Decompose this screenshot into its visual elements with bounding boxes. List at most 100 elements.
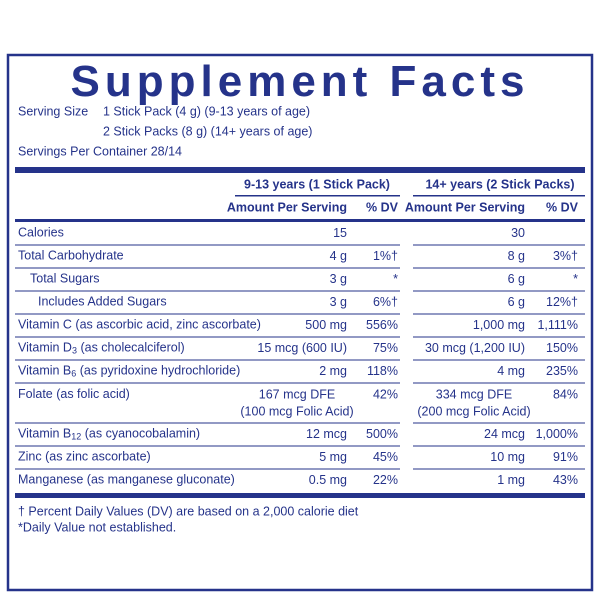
row-line: [15, 313, 400, 315]
nutrient-name: Zinc (as zinc ascorbate): [18, 450, 151, 464]
amount: 334 mcg DFE: [436, 387, 512, 401]
dv: 235%: [546, 364, 578, 378]
nutrient-name: Vitamin D3 (as cholecalciferol): [18, 341, 185, 356]
row-line: [413, 313, 585, 315]
name: Total Sugars: [30, 272, 99, 286]
row-line: [413, 336, 585, 338]
amount: 5 mg: [319, 450, 347, 464]
amount: 3 g: [330, 272, 347, 286]
group-header: 9-13 years (1 Stick Pack): [244, 177, 390, 191]
amount: 4 g: [330, 249, 347, 263]
servings: Servings Per Container 28/14: [18, 144, 182, 158]
name: Manganese (as manganese gluconate): [18, 473, 235, 487]
amount: 0.5 mg: [309, 473, 347, 487]
name: Calories: [18, 226, 64, 240]
subheader: Amount Per Serving: [227, 200, 347, 214]
name: Includes Added Sugars: [38, 295, 167, 309]
nutrient-name: Vitamin B12 (as cyanocobalamin): [18, 427, 200, 442]
row-line: [413, 244, 585, 246]
row-line: [15, 244, 400, 246]
nutrient-name: Vitamin B6 (as pyridoxine hydrochloride): [18, 364, 240, 379]
rule: [15, 167, 585, 173]
row-line: [15, 445, 400, 447]
row-line: [413, 468, 585, 470]
dv: *: [573, 272, 578, 286]
rule: [15, 219, 585, 222]
nutrient-name: Total Sugars: [30, 272, 99, 286]
row-line: [15, 290, 400, 292]
footnote: † Percent Daily Values (DV) are based on…: [18, 504, 359, 518]
amount: (200 mcg Folic Acid): [417, 404, 530, 418]
dv: 150%: [546, 341, 578, 355]
amount: 1 mg: [497, 473, 525, 487]
subscript: 12: [71, 432, 81, 442]
row-line: [15, 267, 400, 269]
dv: *: [393, 272, 398, 286]
row-line: [413, 359, 585, 361]
amount: 12 mcg: [306, 427, 347, 441]
amount: 24 mcg: [484, 427, 525, 441]
dv: 22%: [373, 473, 398, 487]
amount: 2 mg: [319, 364, 347, 378]
note: (as cyanocobalamin): [81, 427, 200, 441]
nutrient-name: Total Carbohydrate: [18, 249, 124, 263]
border: [6, 53, 594, 592]
row-line: [15, 359, 400, 361]
serving-label: Serving Size: [18, 104, 88, 118]
dv: 3%†: [553, 249, 578, 263]
dv: 118%: [367, 364, 398, 378]
dv: 91%: [553, 450, 578, 464]
note: (as pyridoxine hydrochloride): [76, 364, 240, 378]
dv: 6%†: [373, 295, 398, 309]
dv: 1,111%: [537, 318, 578, 332]
row-line: [15, 382, 400, 384]
name: Folate (as folic acid): [18, 387, 130, 401]
amount: 30: [511, 226, 525, 240]
title: Supplement Facts: [71, 57, 530, 106]
amount: 3 g: [330, 295, 347, 309]
rule: [413, 195, 585, 197]
rule: [235, 195, 400, 197]
row-line: [413, 290, 585, 292]
amount: 15: [333, 226, 347, 240]
row-line: [15, 422, 400, 424]
row-line: [15, 336, 400, 338]
amount: 30 mcg (1,200 IU): [425, 341, 525, 355]
amount: 10 mg: [490, 450, 525, 464]
amount: 15 mcg (600 IU): [257, 341, 347, 355]
dv: 42%: [373, 387, 398, 401]
name: Zinc (as zinc ascorbate): [18, 450, 151, 464]
note: (as cholecalciferol): [77, 341, 185, 355]
name: Vitamin B: [18, 364, 71, 378]
row-line: [413, 422, 585, 424]
row-line: [413, 382, 585, 384]
footnote: *Daily Value not established.: [18, 520, 176, 534]
row-line: [413, 267, 585, 269]
amount: 167 mcg DFE: [259, 387, 335, 401]
dv: 84%: [553, 387, 578, 401]
serving-line: 2 Stick Packs (8 g) (14+ years of age): [103, 124, 312, 138]
subscript: 3: [72, 346, 77, 356]
row-line: [15, 468, 400, 470]
dv: 43%: [553, 473, 578, 487]
subheader: % DV: [366, 200, 399, 214]
subheader: % DV: [546, 200, 579, 214]
dv: 1,000%: [536, 427, 578, 441]
dv: 500%: [366, 427, 398, 441]
amount: 6 g: [508, 272, 525, 286]
row-line: [413, 445, 585, 447]
nutrient-name: Manganese (as manganese gluconate): [18, 473, 235, 487]
amount: (100 mcg Folic Acid): [240, 404, 353, 418]
name: Vitamin C (as ascorbic acid, zinc ascorb…: [18, 318, 261, 332]
dv: 45%: [373, 450, 398, 464]
amount: 4 mg: [497, 364, 525, 378]
amount: 6 g: [508, 295, 525, 309]
subheader: Amount Per Serving: [405, 200, 525, 214]
name: Vitamin D: [18, 341, 72, 355]
name: Total Carbohydrate: [18, 249, 124, 263]
amount: 500 mg: [305, 318, 347, 332]
dv: 12%†: [546, 295, 578, 309]
dv: 1%†: [373, 249, 398, 263]
name: Vitamin B: [18, 427, 71, 441]
